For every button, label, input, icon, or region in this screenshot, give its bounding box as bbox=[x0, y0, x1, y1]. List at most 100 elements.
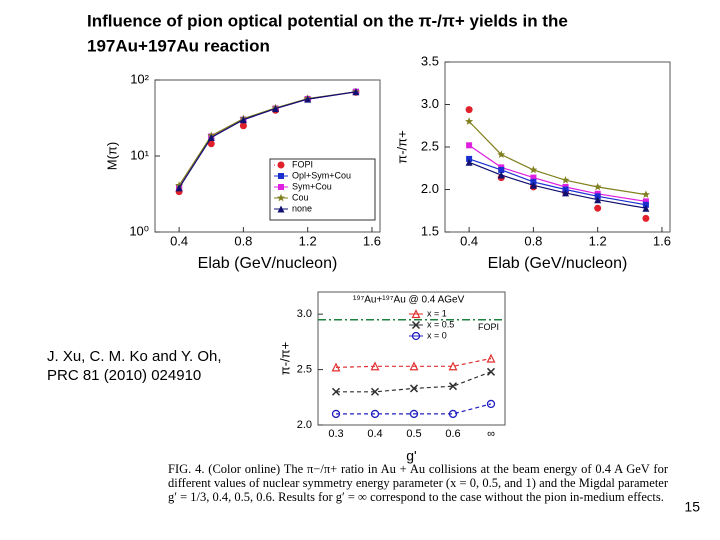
y-axis-label: M(π) bbox=[104, 142, 119, 170]
reference-label: FOPI bbox=[478, 322, 499, 332]
marker bbox=[304, 95, 312, 103]
legend-label: Sym+Cou bbox=[292, 181, 332, 191]
y-tick-label: 10¹ bbox=[130, 147, 149, 162]
marker bbox=[529, 165, 538, 174]
marker bbox=[465, 117, 474, 125]
citation-line: J. Xu, C. M. Ko and Y. Oh, bbox=[47, 348, 222, 365]
marker bbox=[239, 122, 247, 130]
marker bbox=[331, 409, 341, 419]
legend-marker bbox=[411, 320, 421, 330]
y-axis-label: π-/π+ bbox=[277, 342, 292, 375]
y-tick-label: 10⁰ bbox=[129, 223, 149, 238]
legend-marker bbox=[277, 205, 285, 213]
marker bbox=[593, 182, 602, 191]
x-axis-label: g' bbox=[406, 448, 416, 464]
y-tick-label: 2.5 bbox=[421, 138, 439, 153]
legend-marker bbox=[277, 193, 285, 202]
y-tick-label: 3.5 bbox=[421, 53, 439, 68]
marker bbox=[370, 409, 380, 419]
marker bbox=[642, 198, 649, 205]
legend-label: x = 0.5 bbox=[427, 319, 454, 329]
marker bbox=[642, 214, 650, 222]
title-line: Influence of pion optical potential on t… bbox=[87, 11, 568, 30]
x-tick-label: 1.6 bbox=[653, 233, 671, 248]
marker bbox=[465, 106, 473, 114]
marker bbox=[486, 353, 496, 363]
y-axis-label: π-/π+ bbox=[394, 130, 409, 163]
y-tick-label: 3.0 bbox=[297, 308, 312, 320]
x-tick-label: 1.2 bbox=[589, 233, 607, 248]
marker bbox=[562, 189, 570, 197]
legend-box bbox=[269, 158, 376, 221]
marker bbox=[498, 166, 505, 173]
series-line bbox=[335, 357, 492, 368]
marker bbox=[207, 140, 215, 148]
citation-line: PRC 81 (2010) 024910 bbox=[47, 367, 201, 384]
marker bbox=[409, 384, 419, 393]
x-axis-label: Elab (GeV/nucleon) bbox=[198, 255, 338, 272]
x-tick-label: 0.6 bbox=[445, 428, 460, 440]
title-line: 197Au+197Au reaction bbox=[87, 36, 270, 55]
marker bbox=[352, 88, 360, 96]
x-tick-label: 0.3 bbox=[328, 428, 343, 440]
legend-label: x = 1 bbox=[427, 308, 447, 318]
legend-label: x = 0 bbox=[427, 330, 447, 340]
series-line bbox=[468, 121, 646, 196]
legend-label: Cou bbox=[292, 192, 309, 202]
x-tick-label: 0.5 bbox=[406, 428, 421, 440]
marker bbox=[370, 387, 380, 396]
legend-marker bbox=[411, 331, 421, 341]
y-tick-label: 2.5 bbox=[297, 363, 312, 375]
y-tick-label: 2.0 bbox=[421, 181, 439, 196]
marker bbox=[272, 105, 280, 113]
marker bbox=[497, 150, 506, 158]
marker bbox=[448, 361, 458, 371]
marker bbox=[175, 184, 183, 192]
legend-label: Opl+Sym+Cou bbox=[292, 170, 351, 180]
x-tick-label: 0.4 bbox=[367, 428, 382, 440]
marker bbox=[497, 171, 505, 179]
series-line bbox=[178, 91, 356, 189]
marker bbox=[409, 409, 419, 419]
x-tick-label: 1.6 bbox=[363, 233, 381, 248]
series-line bbox=[468, 161, 647, 209]
marker bbox=[642, 204, 650, 212]
marker bbox=[486, 367, 496, 376]
series-line bbox=[336, 403, 492, 415]
marker bbox=[331, 387, 341, 396]
marker bbox=[561, 176, 570, 184]
x-tick-label: ∞ bbox=[487, 428, 495, 440]
chart-title: ¹⁹⁷Au+¹⁹⁷Au @ 0.4 AGeV bbox=[353, 295, 465, 306]
marker bbox=[466, 142, 473, 149]
x-tick-label: 0.8 bbox=[524, 233, 542, 248]
y-tick-label: 2.0 bbox=[297, 419, 312, 431]
marker bbox=[594, 196, 602, 204]
series-line bbox=[468, 158, 647, 206]
marker bbox=[486, 399, 496, 409]
y-tick-label: 10² bbox=[130, 71, 149, 86]
x-tick-label: 0.8 bbox=[234, 233, 252, 248]
marker bbox=[530, 174, 537, 181]
legend-marker bbox=[278, 184, 284, 190]
marker bbox=[331, 362, 341, 372]
x-tick-label: 0.4 bbox=[460, 233, 478, 248]
y-tick-label: 1.5 bbox=[421, 223, 439, 238]
marker bbox=[448, 409, 458, 419]
marker bbox=[448, 382, 458, 391]
marker bbox=[207, 134, 215, 142]
legend-marker bbox=[411, 309, 421, 319]
marker bbox=[529, 181, 537, 189]
legend-label: none bbox=[292, 203, 312, 213]
series-line bbox=[468, 144, 646, 202]
plot-frame bbox=[317, 291, 506, 426]
marker bbox=[370, 361, 380, 371]
marker bbox=[594, 204, 602, 212]
marker bbox=[239, 116, 247, 124]
y-tick-label: 3.0 bbox=[421, 96, 439, 111]
page-number: 15 bbox=[684, 499, 700, 515]
figure-caption: FIG. 4. (Color online) The π−/π+ ratio i… bbox=[168, 462, 668, 504]
legend-marker bbox=[278, 173, 284, 179]
marker bbox=[641, 190, 650, 198]
